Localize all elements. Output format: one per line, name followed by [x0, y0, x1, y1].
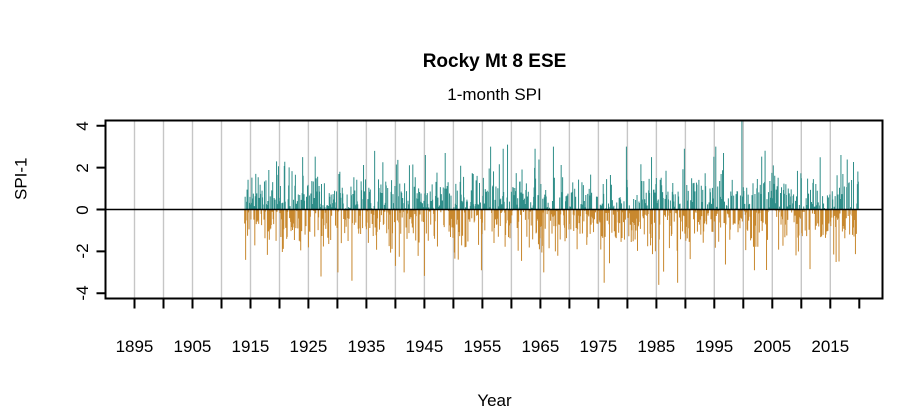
y-tick-label: 4 [73, 121, 92, 131]
x-tick-label: 1985 [637, 337, 676, 356]
x-tick-label: 1975 [579, 337, 618, 356]
y-tick-label: -2 [73, 243, 92, 259]
x-tick-label: 1945 [405, 337, 444, 356]
y-axis-ticks [96, 124, 106, 295]
x-tick-label: 1995 [695, 337, 734, 356]
spi-negative-bars [244, 209, 857, 285]
x-tick-label: 1895 [115, 337, 154, 356]
y-axis-title: SPI-1 [11, 156, 31, 200]
x-axis-ticks [133, 298, 861, 309]
y-tick-label: 2 [73, 162, 92, 173]
x-tick-label: 1915 [231, 337, 270, 356]
x-tick-label: 1965 [521, 337, 560, 356]
x-tick-label: 2015 [811, 337, 850, 356]
x-tick-label: 1955 [463, 337, 502, 356]
chart-subtitle: 1-month SPI [447, 85, 542, 104]
x-tick-label: 2005 [753, 337, 792, 356]
y-tick-label: 0 [73, 204, 92, 215]
spi-positive-bars [244, 120, 859, 210]
chart-title: Rocky Mt 8 ESE [422, 51, 567, 72]
x-tick-label: 1905 [173, 337, 212, 356]
x-tick-label: 1925 [289, 337, 328, 356]
x-axis-title: Year [477, 391, 512, 410]
x-tick-label: 1935 [347, 337, 386, 356]
y-tick-label: -4 [73, 285, 92, 301]
